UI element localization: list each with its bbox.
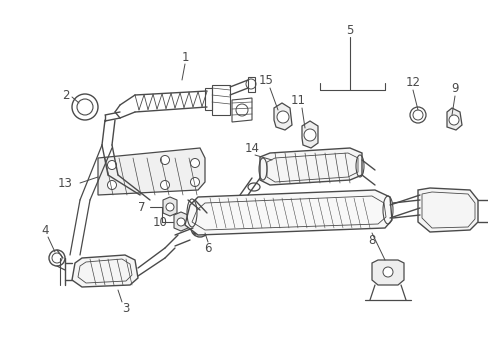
Text: 2: 2 [62, 89, 70, 102]
Polygon shape [302, 121, 317, 148]
Polygon shape [72, 255, 138, 287]
Polygon shape [260, 148, 361, 185]
Circle shape [193, 231, 196, 234]
Text: 10: 10 [152, 216, 167, 229]
Text: 5: 5 [346, 23, 353, 36]
Polygon shape [163, 197, 177, 216]
Text: 9: 9 [450, 81, 458, 95]
Text: 8: 8 [367, 234, 375, 247]
Polygon shape [174, 212, 187, 231]
Text: 15: 15 [258, 73, 273, 86]
Circle shape [276, 111, 288, 123]
Polygon shape [446, 108, 461, 130]
Text: 4: 4 [41, 224, 49, 237]
Circle shape [304, 129, 315, 141]
Polygon shape [273, 103, 291, 130]
Circle shape [448, 115, 458, 125]
Polygon shape [184, 190, 391, 235]
Circle shape [177, 218, 184, 226]
Polygon shape [417, 188, 477, 232]
Text: 12: 12 [405, 76, 420, 89]
Circle shape [190, 177, 199, 186]
Circle shape [160, 156, 169, 165]
Circle shape [107, 161, 116, 170]
Text: 6: 6 [204, 242, 211, 255]
Circle shape [382, 267, 392, 277]
Circle shape [160, 180, 169, 189]
Polygon shape [98, 148, 204, 195]
Text: 14: 14 [244, 141, 259, 154]
Polygon shape [371, 260, 403, 285]
Circle shape [107, 180, 116, 189]
Circle shape [165, 203, 174, 211]
Text: 11: 11 [290, 94, 305, 107]
Circle shape [193, 221, 196, 225]
Text: 1: 1 [181, 50, 188, 63]
Circle shape [203, 231, 206, 234]
Circle shape [190, 158, 199, 167]
Circle shape [203, 221, 206, 225]
Text: 13: 13 [58, 176, 72, 189]
Text: 3: 3 [122, 302, 129, 315]
Text: 7: 7 [138, 201, 145, 213]
